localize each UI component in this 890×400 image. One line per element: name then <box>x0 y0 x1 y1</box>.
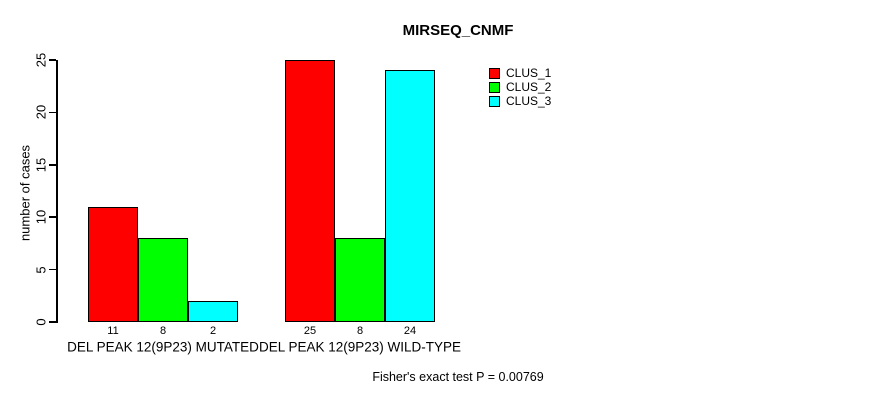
y-axis-tick <box>49 321 56 323</box>
legend-label: CLUS_1 <box>506 66 552 80</box>
y-axis-tick-label: 20 <box>33 105 49 120</box>
bar-value-label: 2 <box>209 325 217 337</box>
y-axis-tick-label: 5 <box>33 265 49 274</box>
legend-label: CLUS_3 <box>506 94 552 108</box>
bar-clus-3-group1 <box>188 301 238 322</box>
y-axis-label: number of cases <box>17 144 33 242</box>
y-axis-tick <box>49 164 56 166</box>
fisher-test-note: Fisher's exact test P = 0.00769 <box>372 370 544 384</box>
bar-clus-2-group2 <box>335 238 385 322</box>
bar-value-label: 8 <box>356 325 364 337</box>
x-axis-group-label: DEL PEAK 12(9P23) WILD-TYPE <box>258 339 462 355</box>
y-axis-tick-label: 10 <box>33 209 49 225</box>
chart-title: MIRSEQ_CNMF <box>402 22 514 39</box>
bar-clus-3-group2 <box>385 70 435 322</box>
legend-swatch-clus-3 <box>489 95 500 107</box>
y-axis-tick-label: 25 <box>33 52 49 68</box>
bar-clus-1-group1 <box>88 206 138 322</box>
bar-clus-1-group2 <box>285 60 335 322</box>
bar-value-label: 11 <box>107 325 119 337</box>
legend-item-clus-2: CLUS_2 <box>489 80 551 94</box>
legend-swatch-clus-1 <box>489 67 500 79</box>
x-axis-group-label: DEL PEAK 12(9P23) MUTATED <box>67 339 259 355</box>
y-axis-tick-label: 15 <box>33 157 49 173</box>
bar-value-label: 25 <box>303 325 317 337</box>
legend-label: CLUS_2 <box>506 80 552 94</box>
y-axis-tick <box>49 268 56 271</box>
legend-item-clus-1: CLUS_1 <box>489 66 551 80</box>
bar-clus-2-group1 <box>138 238 188 322</box>
y-axis-tick <box>49 59 56 61</box>
y-axis-line <box>56 60 58 323</box>
y-axis-tick-label: 0 <box>33 318 49 326</box>
legend-swatch-clus-2 <box>489 81 500 93</box>
legend-item-clus-3: CLUS_3 <box>489 94 551 108</box>
y-axis-tick <box>49 111 56 114</box>
bar-value-label: 24 <box>403 325 417 337</box>
y-axis-tick <box>49 216 56 218</box>
bar-value-label: 8 <box>159 325 167 337</box>
